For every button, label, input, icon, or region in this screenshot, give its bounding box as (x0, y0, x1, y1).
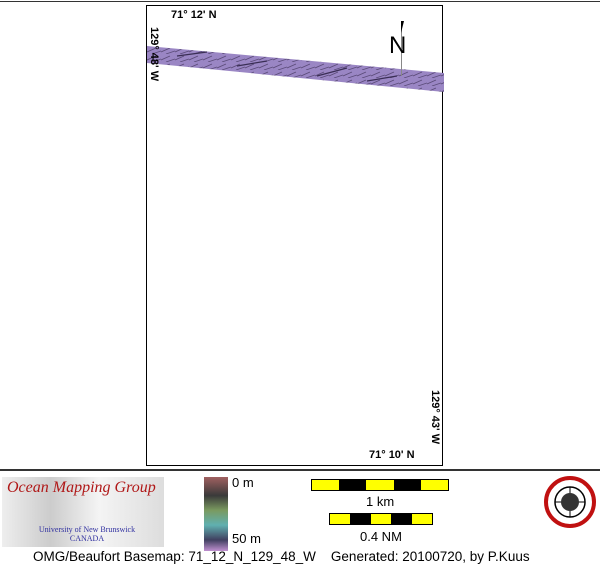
left-longitude-label: 129° 48' W (148, 27, 160, 82)
depth-min-label: 0 m (232, 475, 254, 490)
map-frame: 71° 12' N 129° 48' W 71° 10' N 129° 43' … (146, 5, 444, 466)
top-border (0, 1, 600, 2)
north-label: N (389, 32, 407, 59)
north-arrowhead-icon (401, 21, 404, 33)
footer-caption: OMG/Beaufort Basemap: 71_12_N_129_48_W G… (33, 549, 530, 564)
logo-country: CANADA (69, 534, 105, 543)
scale-bar-nm (329, 513, 433, 525)
north-arrow-icon (401, 21, 402, 76)
scale-km-label: 1 km (366, 494, 395, 509)
unb-seal-logo (544, 476, 596, 528)
scale-nm-label: 0.4 NM (360, 529, 402, 544)
logo-university: University of New Brunswick (38, 525, 136, 534)
logo-subtitle: University of New Brunswick CANADA (32, 525, 142, 543)
bottom-latitude-label: 71° 10' N (369, 449, 415, 461)
logo-title: Ocean Mapping Group (7, 479, 156, 496)
top-latitude-label: 71° 12' N (171, 9, 217, 21)
scale-bar-km (311, 479, 449, 491)
right-longitude-label: 129° 43' W (429, 390, 441, 445)
omg-logo: Ocean Mapping Group University of New Br… (2, 477, 164, 547)
depth-max-label: 50 m (232, 531, 261, 546)
legend-panel: Ocean Mapping Group University of New Br… (0, 469, 600, 566)
depth-colorbar (204, 477, 228, 551)
swath-image (147, 46, 444, 92)
